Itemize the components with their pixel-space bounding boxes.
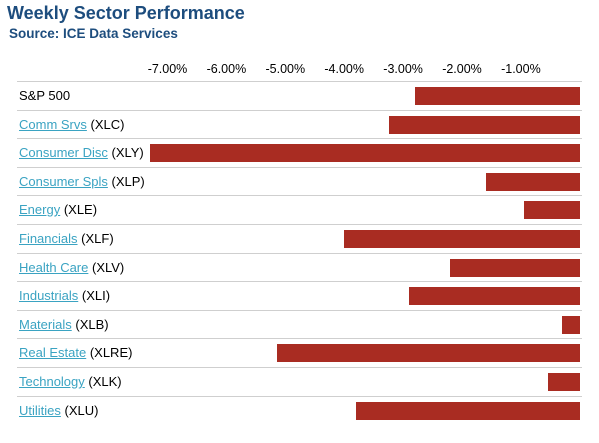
x-axis: -7.00% -6.00% -5.00% -4.00% -3.00% -2.00% -1.0…	[0, 62, 599, 82]
chart-subtitle: Source: ICE Data Services	[9, 26, 178, 41]
sector-label: Energy (XLE)	[19, 202, 97, 217]
sector-link[interactable]: Utilities	[19, 402, 61, 418]
performance-bar	[388, 115, 580, 134]
sector-label: Consumer Disc (XLY)	[19, 145, 144, 160]
sector-label: S&P 500	[19, 88, 70, 103]
sector-ticker: (XLI)	[81, 288, 111, 304]
sector-rows: S&P 500 Comm Srvs (XLC) Consumer Disc (XLY…	[17, 81, 582, 424]
sector-label: Technology (XLK)	[19, 374, 122, 389]
performance-bar	[356, 401, 580, 420]
sector-name: S&P 500	[19, 88, 71, 103]
sector-link[interactable]: Consumer Spls	[19, 173, 108, 189]
sector-link[interactable]: Real Estate	[19, 345, 87, 361]
x-tick-label: -3.00%	[383, 62, 423, 76]
sector-row: Financials (XLF)	[17, 223, 582, 253]
sector-ticker: (XLU)	[64, 402, 99, 418]
sector-ticker: (XLY)	[111, 145, 144, 161]
sector-ticker: (XLC)	[90, 116, 125, 132]
sector-link[interactable]: Financials	[19, 230, 78, 246]
sector-ticker: (XLP)	[111, 173, 145, 189]
sector-row: Real Estate (XLRE)	[17, 338, 582, 367]
performance-bar	[150, 144, 580, 163]
sector-ticker: (XLB)	[75, 316, 109, 332]
chart-title: Weekly Sector Performance	[7, 3, 245, 23]
sector-ticker: (XLK)	[88, 373, 122, 389]
sector-label: Materials (XLB)	[19, 317, 109, 332]
sector-row: Materials (XLB)	[17, 309, 582, 339]
sector-link[interactable]: Energy	[19, 202, 61, 218]
sector-label: Industrials (XLI)	[19, 288, 110, 303]
sector-link[interactable]: Industrials	[19, 288, 79, 304]
performance-bar	[524, 201, 580, 220]
x-tick-label: -6.00%	[206, 62, 247, 76]
x-tick-label: -4.00%	[324, 62, 364, 76]
x-tick-label: -1.00%	[501, 62, 541, 76]
performance-bar	[450, 258, 580, 277]
sector-link[interactable]: Technology	[19, 373, 85, 389]
x-tick-label: -7.00%	[147, 62, 188, 76]
sector-link[interactable]: Comm Srvs	[19, 116, 87, 132]
sector-ticker: (XLF)	[81, 230, 114, 246]
performance-bar	[409, 287, 580, 306]
sector-label: Consumer Spls (XLP)	[19, 174, 145, 189]
sector-row: Consumer Disc (XLY)	[17, 138, 582, 167]
x-tick-label: -5.00%	[265, 62, 306, 76]
sector-link[interactable]: Health Care	[19, 259, 89, 275]
sector-ticker: (XLRE)	[89, 345, 133, 361]
performance-bar	[415, 87, 580, 105]
sector-row: Utilities (XLU)	[17, 395, 582, 425]
sector-row: Comm Srvs (XLC)	[17, 109, 582, 139]
performance-bar	[562, 315, 580, 334]
sector-row: Technology (XLK)	[17, 366, 582, 396]
sector-label: Utilities (XLU)	[19, 403, 98, 418]
performance-bar	[485, 172, 580, 191]
sector-row: S&P 500	[17, 81, 582, 110]
sector-label: Real Estate (XLRE)	[19, 345, 132, 360]
sector-row: Energy (XLE)	[17, 195, 582, 224]
sector-row: Consumer Spls (XLP)	[17, 166, 582, 196]
sector-link[interactable]: Consumer Disc	[19, 145, 108, 161]
sector-link[interactable]: Materials	[19, 316, 72, 332]
sector-label: Financials (XLF)	[19, 231, 114, 246]
performance-bar	[547, 372, 580, 391]
sector-label: Health Care (XLV)	[19, 260, 124, 275]
performance-bar	[276, 344, 580, 363]
x-tick-label: -2.00%	[442, 62, 482, 76]
performance-bar	[344, 229, 580, 248]
sector-ticker: (XLE)	[63, 202, 98, 218]
sector-row: Industrials (XLI)	[17, 281, 582, 310]
sector-ticker: (XLV)	[92, 259, 125, 275]
sector-row: Health Care (XLV)	[17, 252, 582, 282]
sector-label: Comm Srvs (XLC)	[19, 117, 124, 132]
